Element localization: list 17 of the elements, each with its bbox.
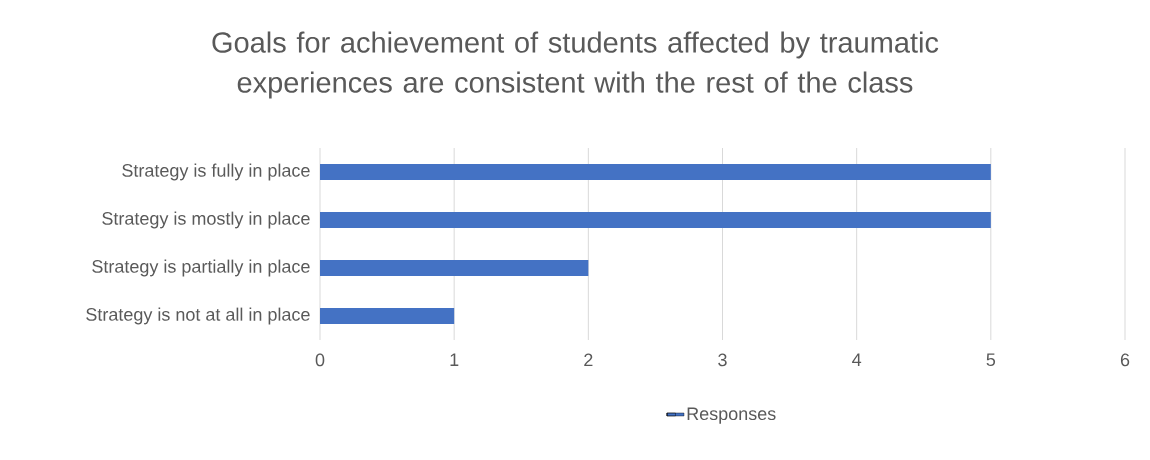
bar	[320, 212, 991, 228]
x-tick-label: 1	[450, 353, 459, 366]
y-tick-label: Strategy is partially in place	[92, 259, 310, 277]
y-tick-label: Strategy is mostly in place	[102, 211, 310, 229]
x-tick-label: 6	[1120, 353, 1130, 367]
x-tick-label: 5	[986, 353, 996, 367]
bar	[320, 308, 455, 324]
bar	[320, 164, 991, 180]
y-tick-label: Strategy is not at all in place	[86, 307, 310, 325]
x-tick-label: 4	[852, 353, 862, 366]
y-tick-label: Strategy is fully in place	[122, 163, 310, 181]
x-tick-label: 2	[584, 353, 593, 367]
x-tick-label: 0	[315, 353, 325, 367]
chart-title: Goals for achievement of students affected by traumatic experiences are consistent with the rest of the class	[212, 31, 939, 99]
x-tick-label: 3	[718, 353, 727, 367]
bar	[320, 260, 589, 276]
legend-label: Responses	[687, 407, 776, 424]
